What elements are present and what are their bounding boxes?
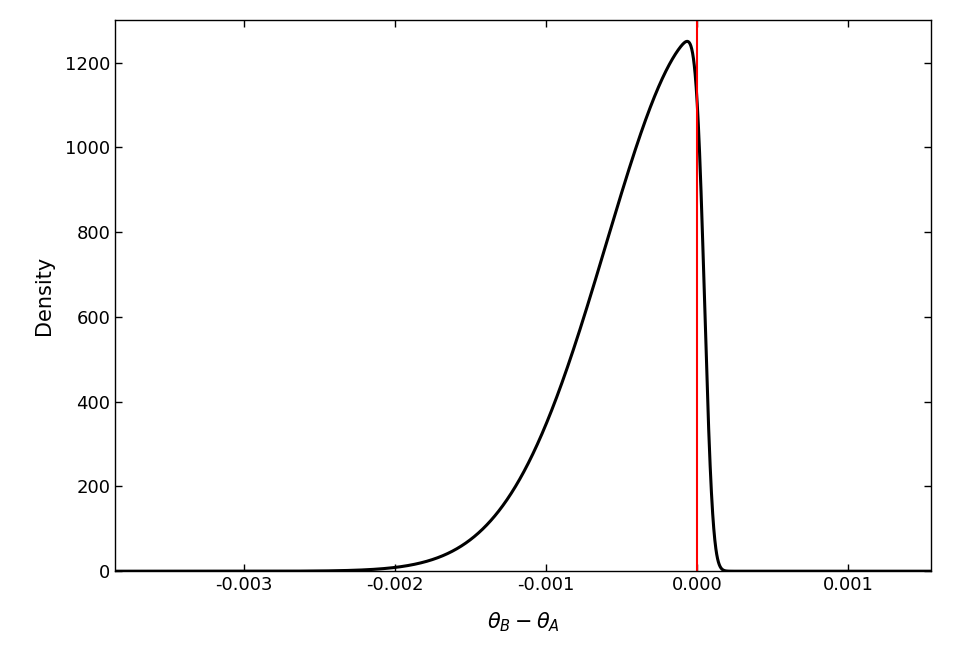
Y-axis label: Density: Density	[34, 256, 54, 335]
X-axis label: $\theta_B - \theta_A$: $\theta_B - \theta_A$	[487, 611, 560, 634]
